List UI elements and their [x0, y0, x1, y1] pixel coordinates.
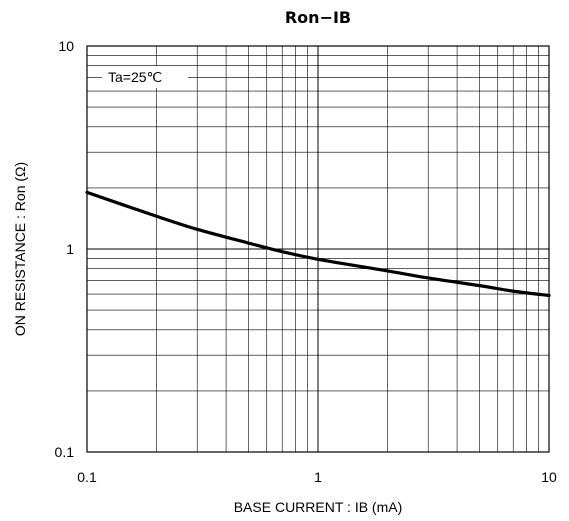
annotation-ta: Ta=25℃ [108, 69, 162, 85]
tick-labels: 0.1 1 10 0.1 1 10 [55, 38, 557, 485]
series-line-ron [85, 190, 551, 298]
y-tick-label: 0.1 [55, 444, 75, 460]
annotation-bg [102, 66, 188, 88]
grid [87, 46, 549, 452]
x-tick-label: 0.1 [77, 469, 97, 485]
chart-title: Ron−IB [285, 8, 351, 27]
x-axis-label: BASE CURRENT : IB (mA) [234, 499, 403, 515]
y-axis-label: ON RESISTANCE : Ron (Ω) [12, 162, 28, 336]
annotation-box: Ta=25℃ [102, 66, 188, 88]
y-tick-label: 10 [58, 38, 74, 54]
x-tick-label: 10 [541, 469, 557, 485]
series-layer [85, 190, 551, 298]
x-tick-label: 1 [314, 469, 322, 485]
plot-frame [86, 45, 550, 453]
y-tick-label: 1 [66, 241, 74, 257]
